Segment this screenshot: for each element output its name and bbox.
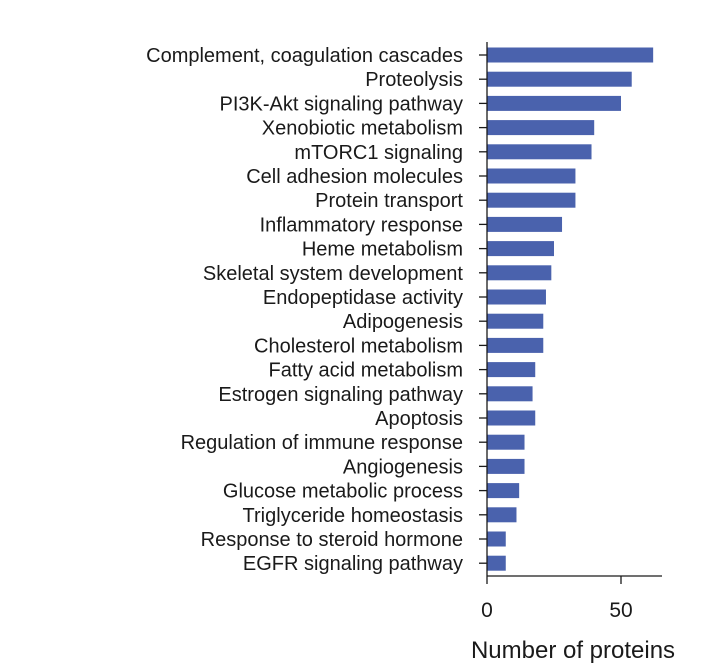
bar [487,555,506,571]
category-label: Complement, coagulation cascades [146,45,463,67]
bar [487,216,563,232]
category-label: EGFR signaling pathway [243,553,463,575]
category-label: Angiogenesis [343,456,463,478]
category-labels: Complement, coagulation cascadesProteoly… [146,45,463,575]
bar [487,241,554,257]
bar [487,434,525,450]
category-label: Cell adhesion molecules [246,166,463,188]
y-ticks [479,54,487,564]
bar [487,531,506,547]
bar [487,265,552,281]
category-label: Adipogenesis [343,311,463,333]
bar [487,95,621,111]
x-tick-label: 50 [609,599,632,622]
category-label: Heme metabolism [302,239,463,261]
category-label: Endopeptidase activity [263,287,463,309]
bar [487,458,525,474]
bar [487,120,595,136]
category-label: PI3K-Akt signaling pathway [220,93,463,115]
category-label: Estrogen signaling pathway [218,384,463,406]
category-label: Xenobiotic metabolism [262,118,463,140]
bar [487,168,576,184]
category-label: Proteolysis [365,69,463,91]
category-label: Regulation of immune response [181,432,463,454]
bar [487,410,536,426]
category-label: Skeletal system development [203,263,464,285]
bar [487,507,517,523]
category-label: Inflammatory response [260,214,463,236]
category-label: mTORC1 signaling [294,142,463,164]
category-label: Glucose metabolic process [223,481,463,503]
bar [487,337,544,353]
bar [487,483,520,499]
category-label: Response to steroid hormone [201,529,463,551]
category-label: Apoptosis [375,408,463,430]
bar [487,362,536,378]
x-ticks: 0 50 [481,576,633,622]
category-label: Protein transport [315,190,463,212]
bars-group [487,47,654,571]
x-tick-label: 0 [481,599,493,622]
category-label: Cholesterol metabolism [254,335,463,357]
x-axis-title: Number of proteins [471,637,675,664]
category-label: Triglyceride homeostasis [243,505,463,527]
bar [487,313,544,329]
bar [487,386,533,402]
bar [487,289,546,305]
bar [487,71,632,87]
category-label: Fatty acid metabolism [268,360,463,382]
bar [487,47,654,63]
bar [487,192,576,208]
bar [487,144,592,160]
